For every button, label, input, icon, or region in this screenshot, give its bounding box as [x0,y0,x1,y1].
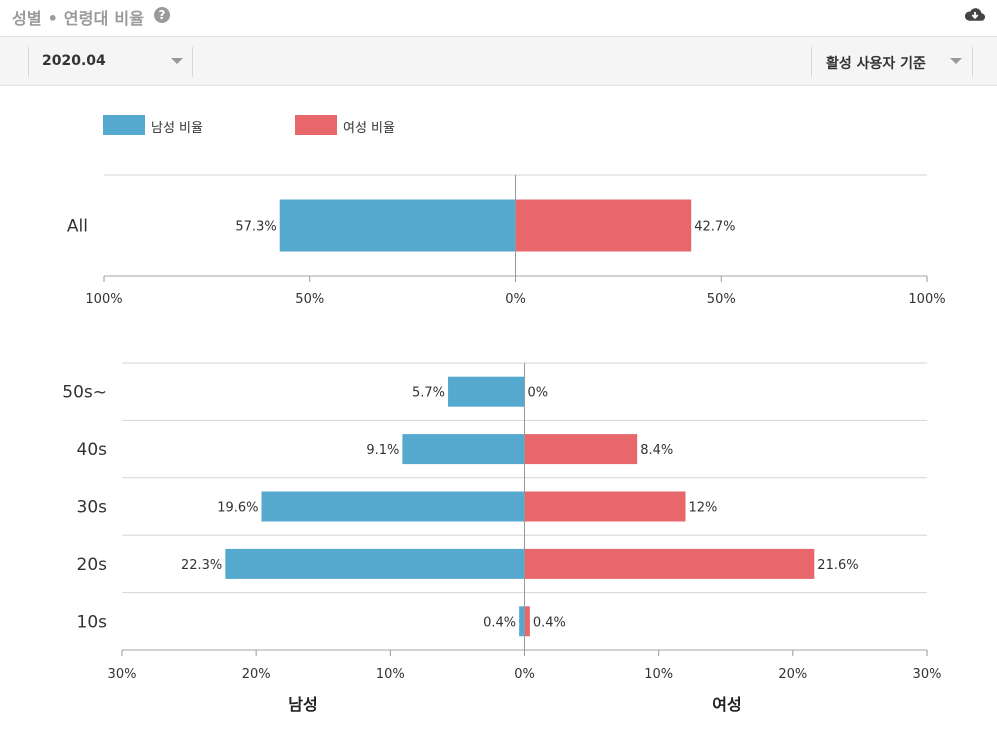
legend-swatch-male [103,115,145,135]
data-label-male: 9.1% [366,443,399,458]
legend-label-male: 남성 비율 [151,121,203,136]
x-tick-label: 30% [913,667,942,682]
bar-female [524,548,815,579]
data-label-male: 57.3% [235,220,276,235]
cloud-download-icon[interactable] [964,6,986,24]
x-tick-label: 30% [108,667,137,682]
widget-title: 성별 • 연령대 비율 [12,9,145,28]
data-label-female: 12% [689,501,718,516]
data-label-male: 5.7% [412,386,445,401]
date-select[interactable]: 2020.04 [28,47,193,77]
legend-label-female: 여성 비율 [343,121,395,136]
category-label: All [67,217,88,237]
chevron-down-icon [171,58,183,64]
widget-header: 성별 • 연령대 비율 ? [0,0,997,36]
bar-male [261,491,525,522]
chevron-down-icon [950,58,962,64]
data-label-male: 22.3% [181,558,222,573]
x-tick-label: 0% [514,667,535,682]
category-label: 30s [77,498,108,518]
basis-select[interactable]: 활성 사용자 기준 [811,47,973,77]
bar-female [524,491,686,522]
x-tick-label: 0% [505,292,526,307]
data-label-female: 0.4% [533,615,566,630]
basis-select-value: 활성 사용자 기준 [826,56,926,72]
bar-male [448,376,525,407]
side-label-female: 여성 [712,695,741,714]
filter-toolbar: 2020.04 활성 사용자 기준 [0,36,997,86]
data-label-male: 0.4% [483,615,516,630]
x-tick-label: 10% [644,667,673,682]
x-tick-label: 50% [707,292,736,307]
bar-male [279,199,516,252]
data-label-male: 19.6% [217,501,258,516]
bar-female [515,199,692,252]
x-tick-label: 20% [778,667,807,682]
x-tick-label: 50% [295,292,324,307]
bar-female [524,434,638,465]
legend-swatch-female [295,115,337,135]
data-label-female: 8.4% [640,443,673,458]
question-circle-icon[interactable]: ? [154,7,170,23]
x-tick-label: 100% [85,292,122,307]
category-label: 40s [77,440,108,460]
category-label: 10s [77,612,108,632]
date-select-value: 2020.04 [42,53,106,69]
data-label-female: 42.7% [694,220,735,235]
data-label-female: 21.6% [817,558,858,573]
x-tick-label: 100% [908,292,945,307]
bar-male [402,434,525,465]
data-label-female: 0% [528,386,549,401]
x-tick-label: 10% [376,667,405,682]
bar-male [225,548,525,579]
category-label: 50s~ [62,383,107,403]
side-label-male: 남성 [288,695,317,714]
x-tick-label: 20% [242,667,271,682]
bar-male [519,606,525,637]
bar-female [524,606,530,637]
category-label: 20s [77,555,108,575]
